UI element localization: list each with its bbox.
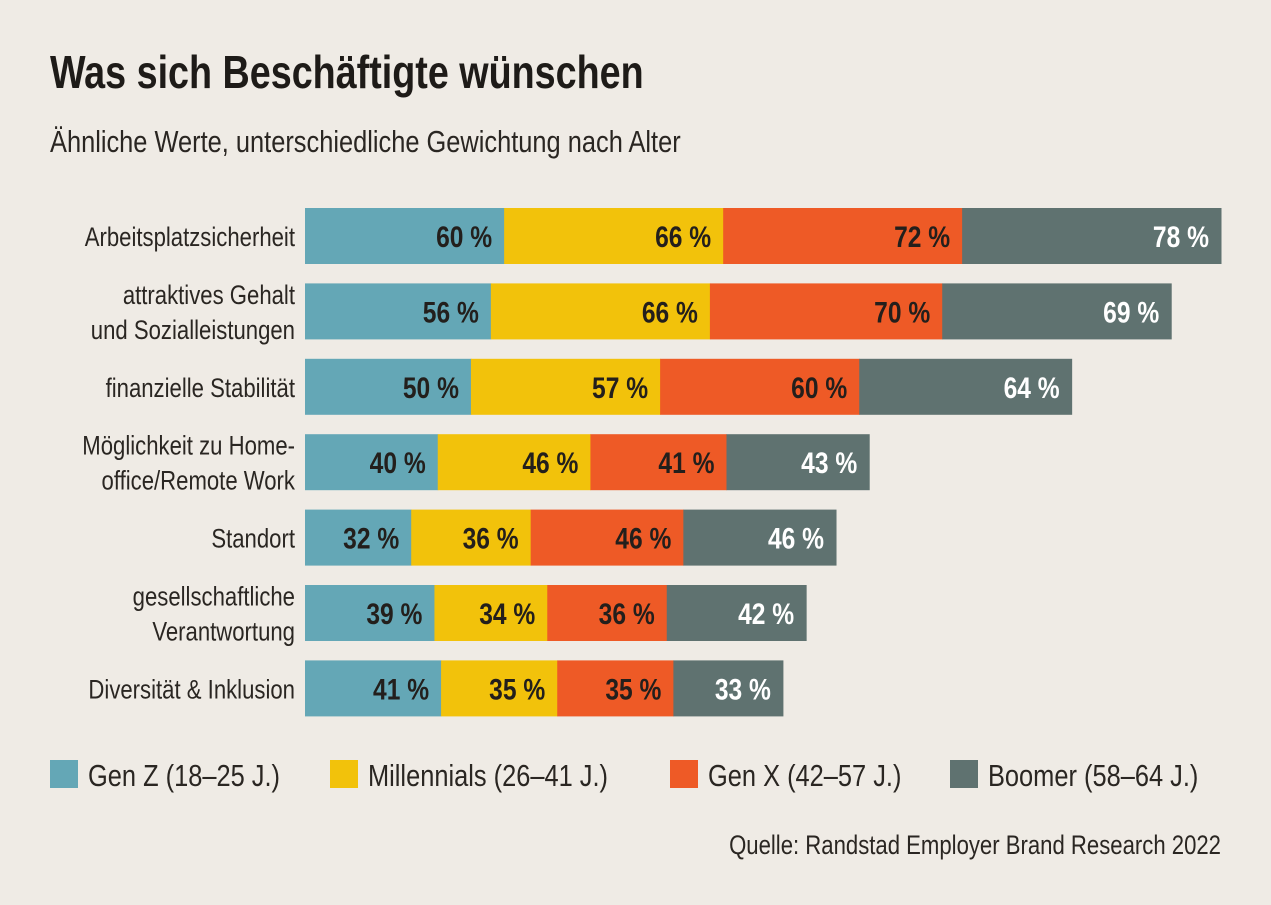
- data-label: 39 %: [366, 597, 422, 631]
- bar-segment: [504, 208, 724, 264]
- bar-segment: [530, 509, 684, 566]
- data-label: 34 %: [479, 597, 535, 631]
- bar-segment: [673, 660, 784, 717]
- bar-segment: [660, 358, 860, 415]
- bar-segment: [557, 660, 674, 717]
- legend-item: Boomer (58–64 J.): [950, 759, 1198, 794]
- bar-segment: [942, 283, 1172, 340]
- bar-segment: [547, 585, 668, 641]
- legend-swatch: [330, 760, 358, 788]
- category-label: office/Remote Work: [102, 467, 296, 497]
- data-label: 33 %: [715, 672, 771, 706]
- legend-item: Gen Z (18–25 J.): [50, 759, 280, 794]
- data-label: 32 %: [343, 521, 399, 555]
- bar-row: Möglichkeit zu Home-office/Remote Work 40…: [82, 432, 870, 497]
- category-label: Verantwortung: [152, 618, 295, 648]
- data-label: 60 %: [791, 370, 847, 404]
- data-label: 36 %: [599, 597, 655, 631]
- bars-group: Arbeitsplatzsicherheit 60 % 66 % 72 % 78 % at…: [82, 208, 1222, 717]
- category-label: Standort: [211, 525, 295, 555]
- bar-row: gesellschaftliche Verantwortung 39 % 34 % 36…: [133, 583, 807, 648]
- data-label: 64 %: [1004, 370, 1060, 404]
- data-label: 66 %: [655, 220, 711, 254]
- bar-row: Standort 32 % 36 % 46 % 46 %: [211, 509, 837, 566]
- bar-segment: [666, 585, 807, 641]
- data-label: 69 %: [1103, 295, 1159, 329]
- legend: Gen Z (18–25 J.) Millennials (26–41 J.) Ge…: [50, 759, 1198, 794]
- chart-title: Was sich Beschäftigte wünschen: [50, 46, 644, 97]
- data-label: 35 %: [489, 672, 545, 706]
- legend-label: Boomer (58–64 J.): [988, 759, 1198, 794]
- category-label: Arbeitsplatzsicherheit: [85, 223, 295, 253]
- bar-row: finanzielle Stabilität 50 % 57 % 60 % 64 %: [106, 358, 1073, 415]
- bar-segment: [470, 358, 661, 415]
- bar-segment: [305, 660, 442, 717]
- data-label: 42 %: [738, 597, 794, 631]
- category-label: Möglichkeit zu Home-: [82, 432, 295, 462]
- bar-segment: [305, 358, 472, 415]
- data-label: 46 %: [768, 521, 824, 555]
- data-label: 43 %: [801, 446, 857, 480]
- data-label: 66 %: [642, 295, 698, 329]
- category-label: und Sozialleistungen: [91, 316, 295, 346]
- bar-segment: [490, 283, 711, 340]
- legend-swatch: [50, 760, 78, 788]
- legend-item: Millennials (26–41 J.): [330, 759, 608, 794]
- bar-row: Arbeitsplatzsicherheit 60 % 66 % 72 % 78 %: [85, 208, 1222, 264]
- category-label: gesellschaftliche: [133, 583, 295, 613]
- data-label: 78 %: [1153, 220, 1209, 254]
- bar-segment: [441, 660, 558, 717]
- chart-subtitle: Ähnliche Werte, unterschiedliche Gewicht…: [50, 125, 681, 160]
- data-label: 46 %: [522, 446, 578, 480]
- data-label: 70 %: [874, 295, 930, 329]
- legend-item: Gen X (42–57 J.): [670, 759, 901, 794]
- data-label: 57 %: [592, 370, 648, 404]
- bar-segment: [305, 509, 412, 566]
- category-label: Diversität & Inklusion: [88, 675, 295, 705]
- bar-segment: [437, 434, 591, 491]
- legend-label: Gen Z (18–25 J.): [88, 759, 280, 794]
- bar-segment: [305, 434, 439, 491]
- bar-segment: [590, 434, 727, 491]
- source-note: Quelle: Randstad Employer Brand Research…: [729, 831, 1221, 861]
- legend-swatch: [670, 760, 698, 788]
- bar-row: Diversität & Inklusion 41 % 35 % 35 % 33 %: [88, 660, 784, 717]
- legend-label: Gen X (42–57 J.): [708, 759, 901, 794]
- category-label: finanzielle Stabilität: [106, 374, 296, 404]
- data-label: 50 %: [403, 370, 459, 404]
- bar-segment: [305, 283, 492, 340]
- bar-segment: [859, 358, 1073, 415]
- bar-segment: [411, 509, 532, 566]
- data-label: 40 %: [370, 446, 426, 480]
- bar-segment: [709, 283, 943, 340]
- data-label: 60 %: [436, 220, 492, 254]
- data-label: 56 %: [423, 295, 479, 329]
- data-label: 41 %: [658, 446, 714, 480]
- bar-segment: [305, 208, 505, 264]
- category-label: attraktives Gehalt: [123, 281, 295, 311]
- data-label: 72 %: [894, 220, 950, 254]
- bar-segment: [305, 585, 435, 641]
- data-label: 35 %: [605, 672, 661, 706]
- bar-segment: [723, 208, 963, 264]
- data-label: 36 %: [463, 521, 519, 555]
- legend-label: Millennials (26–41 J.): [368, 759, 608, 794]
- data-label: 46 %: [615, 521, 671, 555]
- legend-swatch: [950, 760, 978, 788]
- data-label: 41 %: [373, 672, 429, 706]
- bar-segment: [726, 434, 870, 491]
- bar-segment: [434, 585, 548, 641]
- bar-segment: [683, 509, 837, 566]
- bar-row: attraktives Gehalt und Sozialleistungen 56…: [91, 281, 1172, 346]
- bar-segment: [962, 208, 1222, 264]
